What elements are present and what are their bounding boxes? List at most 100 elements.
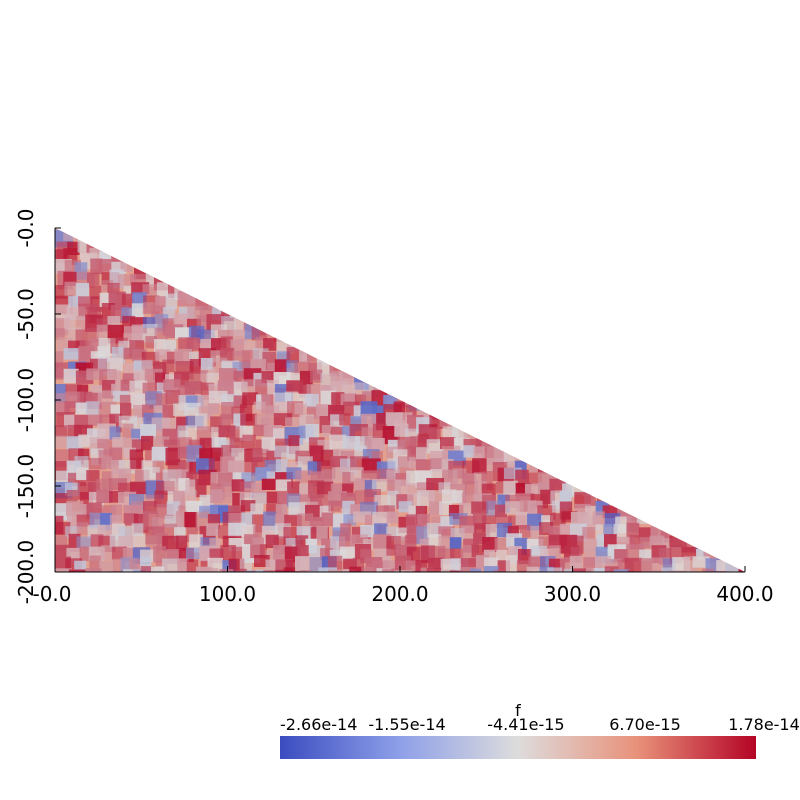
field-cell (386, 544, 401, 556)
field-cell (360, 525, 377, 538)
field-cell (162, 535, 179, 551)
field-cell (451, 490, 463, 504)
field-cell (154, 339, 165, 355)
field-cell (361, 458, 381, 474)
field-cell (692, 556, 710, 568)
field-cell (263, 511, 277, 531)
field-cell (585, 567, 598, 572)
field-cell (210, 447, 223, 461)
field-cell (602, 490, 617, 503)
field-cell (184, 490, 197, 507)
x-tick-label: 100.0 (199, 582, 256, 606)
field-cell (329, 549, 347, 561)
field-cell (55, 568, 72, 572)
field-cell (250, 503, 264, 515)
field-cell (285, 360, 298, 373)
field-cell (112, 437, 125, 451)
field-cell (669, 535, 687, 548)
field-cell (101, 280, 114, 292)
field-cell (361, 470, 380, 482)
field-cell (526, 566, 541, 572)
field-cell (184, 381, 202, 395)
field-cell (548, 545, 561, 560)
field-cell (186, 471, 198, 487)
y-tick-label: -50.0 (14, 288, 38, 340)
field-cell (143, 467, 160, 481)
field-cell (143, 501, 158, 514)
field-cell (263, 570, 278, 572)
field-cell (99, 560, 114, 572)
field-cell (210, 489, 223, 504)
field-cell (130, 457, 144, 470)
field-cell (273, 428, 285, 442)
field-cell (440, 437, 456, 449)
field-cell (416, 526, 429, 545)
field-cell (294, 403, 308, 415)
field-cell (255, 379, 269, 395)
field-cell (266, 503, 282, 516)
field-cell (275, 503, 287, 517)
field-cells (55, 228, 745, 572)
y-ticks: -0.0 -50.0 -100.0 -150.0 -200.0 (14, 208, 61, 604)
field-cell (329, 434, 347, 450)
field-cell (275, 479, 292, 491)
field-cell (286, 347, 303, 363)
field-cell (120, 403, 132, 421)
field-cell (155, 349, 171, 361)
x-tick-label: 300.0 (544, 582, 601, 606)
field-cell (111, 261, 127, 274)
field-cell (68, 533, 81, 552)
field-cell (245, 570, 264, 572)
field-cell (140, 424, 156, 439)
field-cell (471, 425, 485, 438)
field-cell (417, 434, 429, 449)
field-cell (63, 368, 79, 383)
y-tick-label: -200.0 (14, 540, 38, 604)
field-cell (151, 566, 165, 572)
field-cell (594, 568, 610, 572)
field-cell (221, 336, 233, 352)
colorbar-tick-label: -4.41e-15 (487, 715, 564, 734)
colorbar-tick-label: -1.55e-14 (368, 715, 445, 734)
field-cell (627, 570, 642, 572)
field-cell (90, 384, 104, 396)
field-cell (152, 525, 165, 541)
field-cell (55, 368, 71, 380)
field-cell (122, 423, 134, 438)
field-cell (426, 427, 441, 442)
field-cell (65, 526, 80, 538)
field-cell (85, 568, 102, 572)
field-cell (241, 379, 257, 393)
field-cell (228, 558, 245, 571)
field-cell (68, 569, 86, 572)
field-cell (382, 568, 399, 572)
field-cell (153, 546, 167, 563)
field-cell (583, 538, 600, 552)
field-cell (525, 483, 539, 496)
field-cell (221, 360, 240, 372)
field-cell (297, 513, 314, 529)
field-cell (327, 555, 343, 570)
field-cell (55, 435, 67, 448)
field-cell (130, 393, 145, 409)
field-cell (613, 569, 630, 572)
field-cell (559, 490, 572, 509)
field-cell (342, 472, 355, 489)
field-cell (229, 305, 244, 318)
field-cell (195, 511, 210, 531)
field-cell (692, 571, 705, 572)
field-cell (231, 448, 246, 462)
field-cell (430, 469, 443, 485)
field-cell (405, 560, 422, 572)
field-cell (398, 501, 413, 513)
field-cell (64, 414, 76, 429)
field-cell (85, 401, 100, 416)
field-cell (265, 405, 280, 417)
field-cell (321, 469, 334, 485)
colorbar-ticks: -2.66e-14 -1.55e-14 -4.41e-15 6.70e-15 1.78e… (280, 715, 800, 734)
field-cell (592, 511, 605, 525)
field-cell (154, 327, 168, 340)
field-cell (636, 512, 652, 524)
field-cell (350, 467, 364, 482)
